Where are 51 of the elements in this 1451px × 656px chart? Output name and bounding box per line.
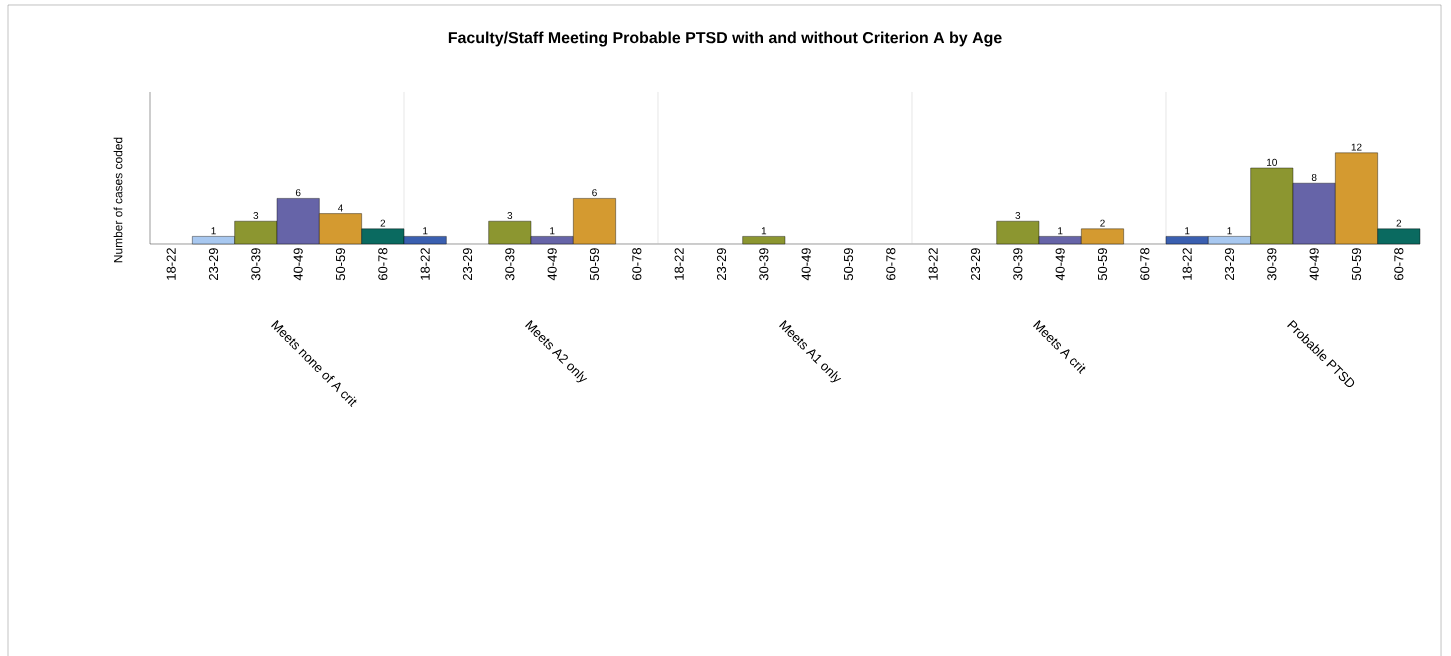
x-tick-label: 40-49 (547, 248, 557, 281)
data-label: 4 (337, 204, 343, 212)
x-tick-label: 30-39 (251, 248, 261, 281)
x-tick-label: 60-78 (378, 248, 388, 280)
data-label: 6 (592, 189, 597, 197)
x-tick-label: 50-59 (1097, 248, 1108, 281)
data-label: 1 (1227, 227, 1232, 235)
data-label: 1 (1058, 227, 1063, 235)
data-label: 8 (1311, 173, 1317, 181)
x-tick-label: 30-39 (505, 248, 515, 281)
data-label: 1 (423, 227, 428, 235)
data-label: 1 (211, 227, 216, 235)
x-tick-label: 40-49 (1309, 248, 1319, 281)
x-tick-label: 40-49 (801, 248, 811, 281)
x-tick-label: 23-29 (716, 248, 727, 280)
x-tick-label: 30-39 (1267, 248, 1277, 281)
x-tick-label: 60-78 (1140, 248, 1150, 280)
x-tick-label: 23-29 (1224, 248, 1235, 280)
x-tick-label: 50-59 (843, 248, 854, 281)
x-tick-label: 50-59 (335, 248, 346, 281)
data-label: 2 (1396, 219, 1402, 227)
data-label: 3 (1015, 211, 1021, 219)
data-label: 12 (1351, 143, 1362, 151)
data-label: 3 (253, 211, 259, 219)
x-tick-label: 23-29 (208, 248, 219, 280)
data-label: 10 (1267, 158, 1277, 166)
data-label: 6 (295, 189, 301, 197)
x-tick-label: 40-49 (293, 248, 303, 281)
x-tick-label: 50-59 (589, 248, 600, 281)
x-tick-label: 60-78 (886, 248, 896, 280)
x-tick-label: 60-78 (632, 248, 642, 280)
x-tick-label: 18-22 (674, 248, 684, 280)
data-label: 1 (761, 227, 767, 235)
x-tick-label: 60-78 (1394, 248, 1404, 280)
data-label: 3 (507, 211, 513, 219)
data-label: 1 (550, 227, 555, 235)
x-tick-label: 18-22 (928, 248, 938, 280)
chart-title: Faculty/Staff Meeting Probable PTSD with and without Criterion A by Age (448, 31, 1002, 47)
x-tick-label: 18-22 (420, 248, 430, 280)
y-axis-title: Number of cases coded (113, 137, 123, 263)
x-tick-label: 18-22 (1182, 248, 1192, 280)
x-tick-label: 18-22 (166, 248, 176, 280)
x-tick-label: 30-39 (759, 248, 769, 281)
x-tick-label: 50-59 (1351, 248, 1362, 281)
data-label: 1 (1185, 227, 1190, 235)
data-label: 2 (380, 219, 386, 227)
x-tick-label: 40-49 (1055, 248, 1065, 281)
x-tick-label: 23-29 (970, 248, 981, 280)
x-tick-label: 30-39 (1013, 248, 1023, 281)
x-tick-label: 23-29 (462, 248, 473, 280)
data-label: 2 (1100, 219, 1105, 227)
